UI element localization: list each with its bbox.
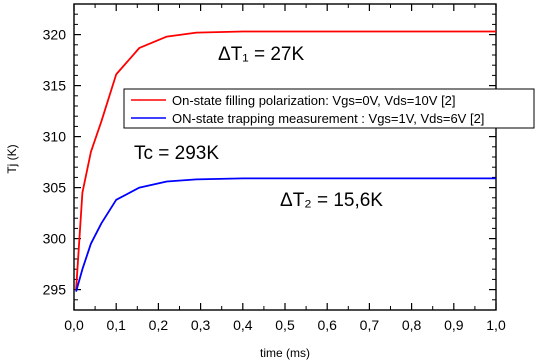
series-lines: [75, 30, 496, 292]
series-line-2: [75, 177, 496, 292]
x-tick-label: 0,5: [275, 317, 295, 333]
y-tick-labels: 295 300 305 310 315 320: [43, 27, 67, 298]
x-tick-label: 0,9: [444, 317, 464, 333]
y-tick-label: 305: [43, 180, 67, 196]
x-tick-label: 0,8: [402, 317, 422, 333]
x-tick-label: 0,0: [64, 317, 84, 333]
y-tick-label: 300: [43, 231, 67, 247]
annotation-tc: Tc = 293K: [134, 143, 219, 164]
x-tick-label: 0,3: [191, 317, 211, 333]
y-tick-label: 295: [43, 282, 67, 298]
x-tick-labels: 0,0 0,1 0,2 0,3 0,4 0,5 0,6 0,7 0,8 0,9 1,0: [64, 317, 506, 333]
legend-label-series-1: On-state filling polarization: Vgs=0V, V…: [172, 93, 456, 108]
legend-label-series-2: ON-state trapping measurement : Vgs=1V, …: [172, 111, 484, 126]
legend-box: [123, 88, 535, 129]
y-tick-label: 310: [43, 129, 67, 145]
series-line-1: [75, 30, 496, 290]
y-axis-title: Tj (K): [5, 144, 19, 173]
x-tick-label: 1,0: [486, 317, 506, 333]
annotation-delta-t2: ΔT₂ = 15,6K: [280, 190, 383, 211]
x-tick-label: 0,6: [317, 317, 337, 333]
x-tick-label: 0,2: [149, 317, 169, 333]
x-tick-label: 0,7: [360, 317, 380, 333]
y-tick-label: 320: [43, 27, 67, 43]
y-tick-label: 315: [43, 78, 67, 94]
annotation-delta-t1: ΔT₁ = 27K: [218, 44, 304, 65]
x-axis-title: time (ms): [260, 346, 310, 360]
x-tick-label: 0,4: [233, 317, 253, 333]
x-tick-label: 0,1: [106, 317, 126, 333]
legend: On-state filling polarization: Vgs=0V, V…: [123, 88, 535, 129]
